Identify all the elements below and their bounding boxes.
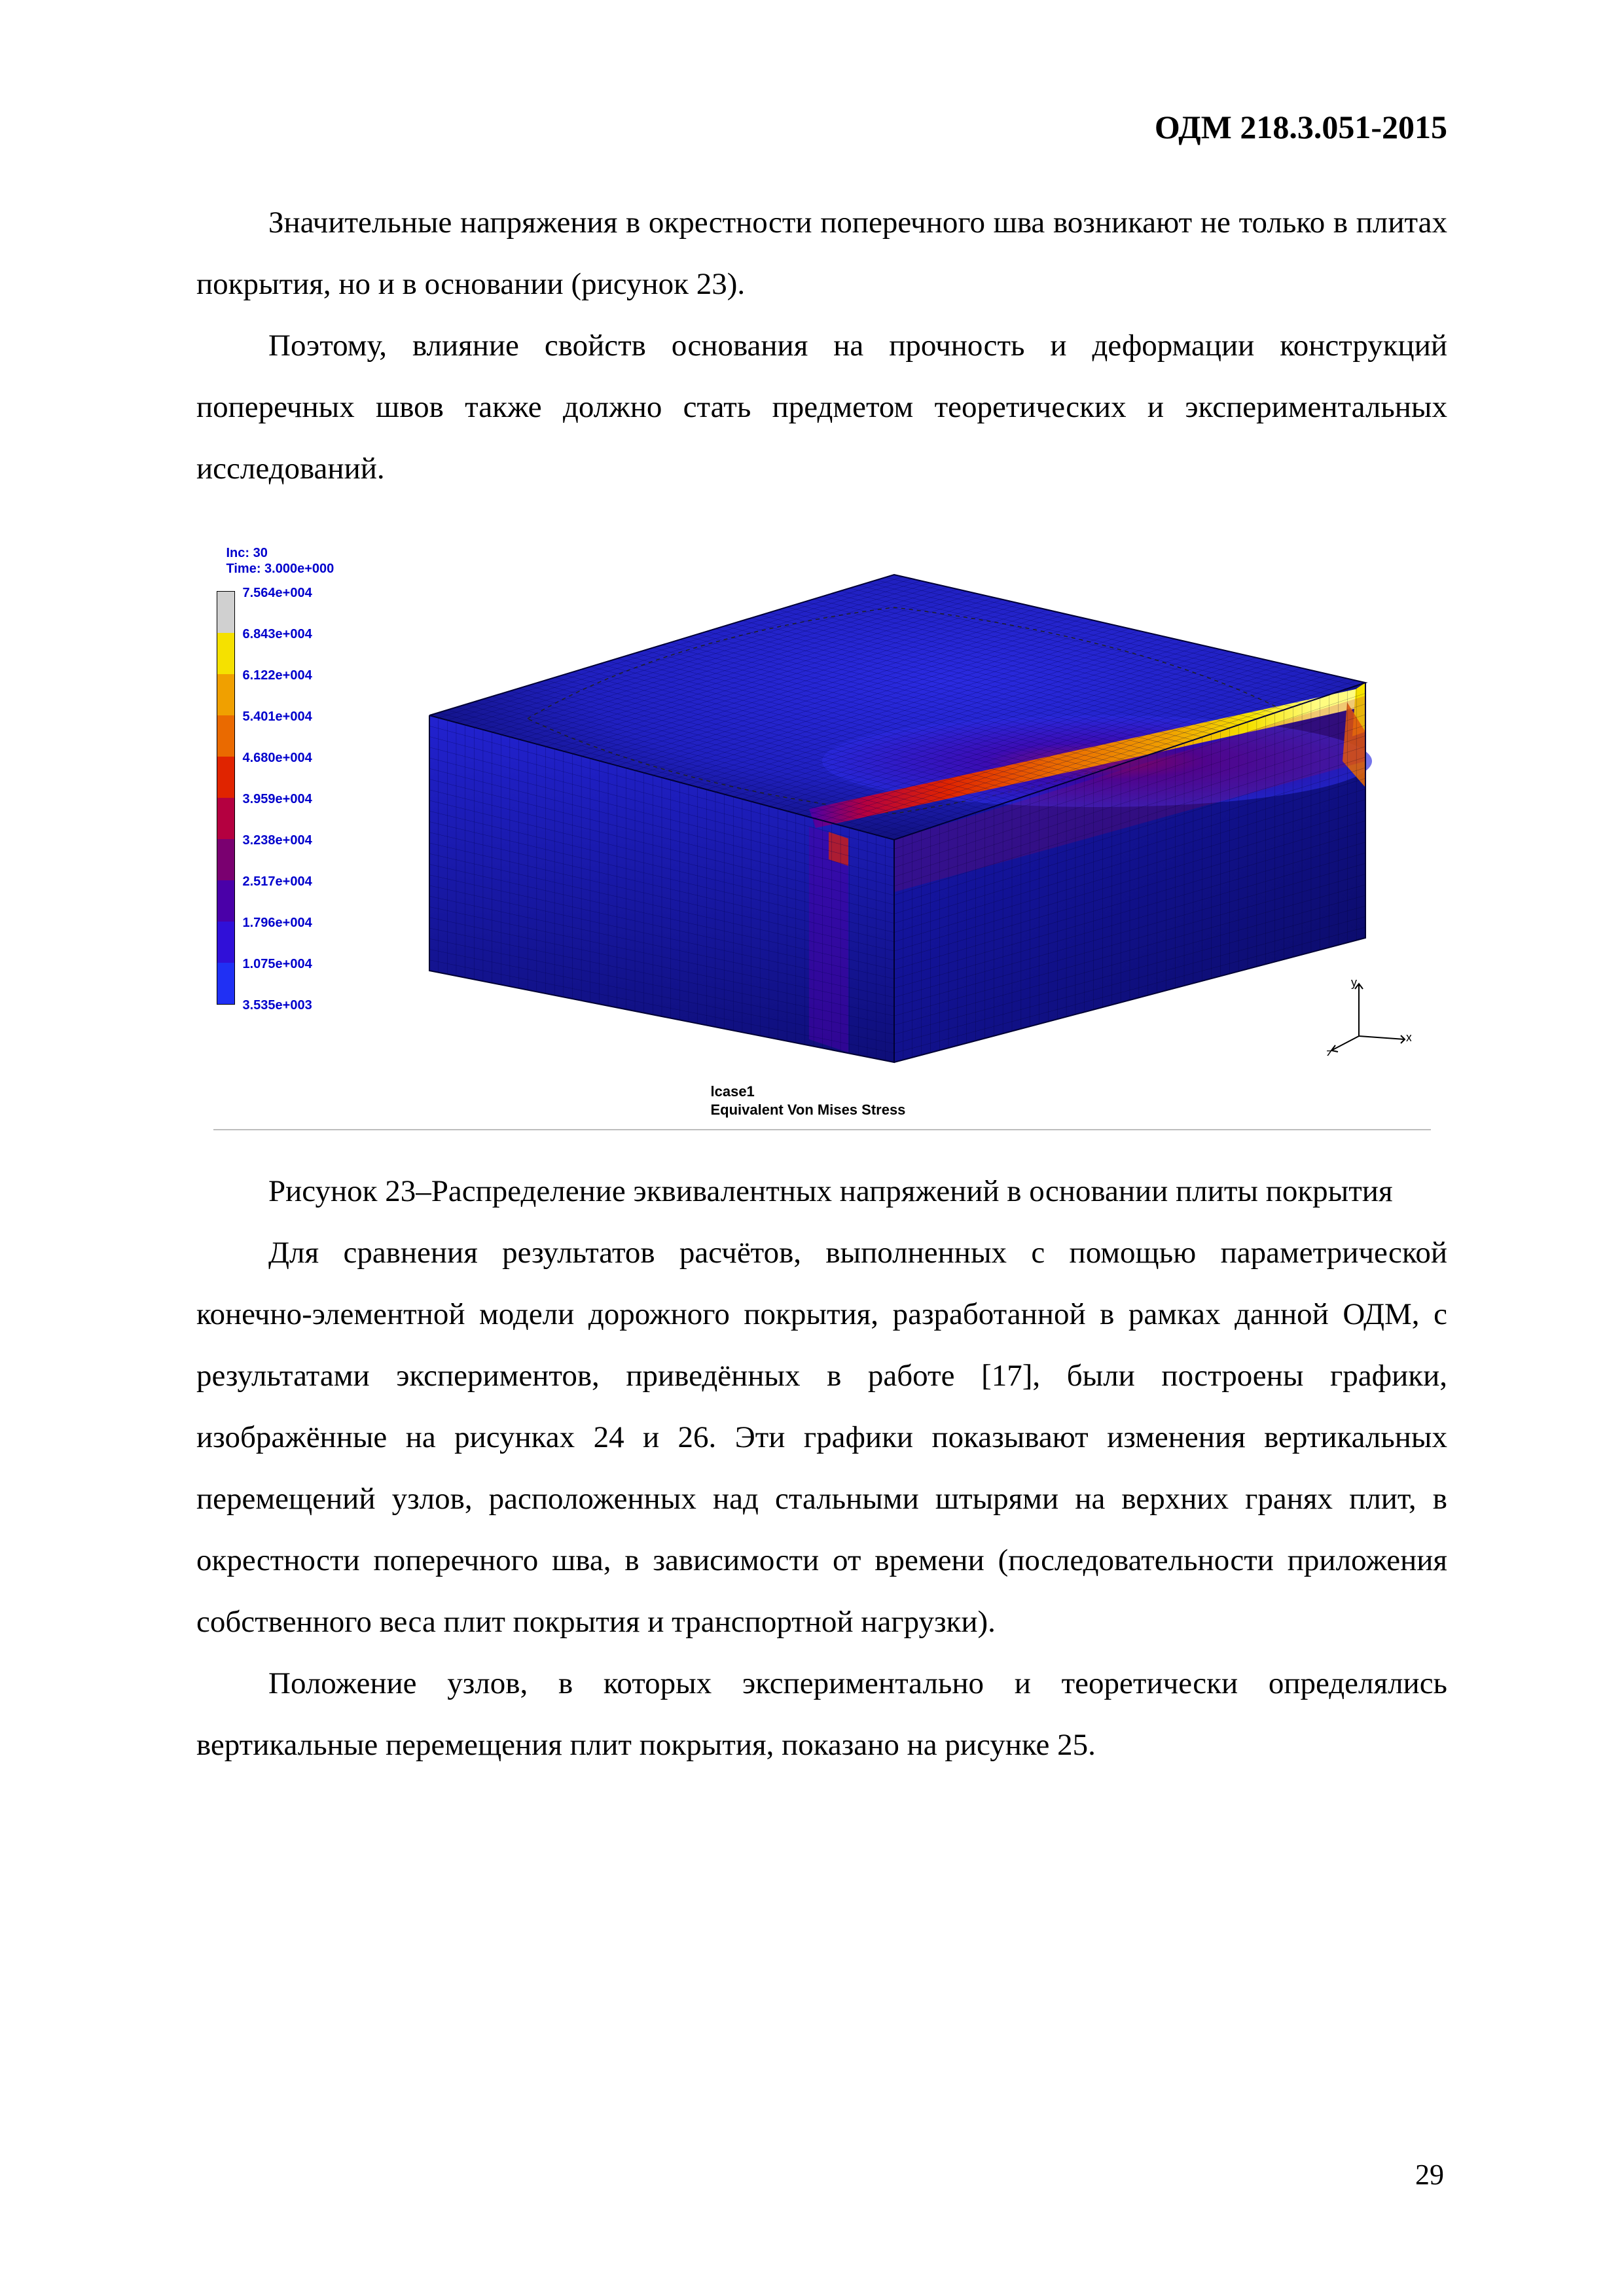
- figure-meta-inc: Inc: 30: [226, 545, 334, 561]
- legend-segment: [217, 880, 234, 922]
- doc-header: ОДМ 218.3.051-2015: [196, 108, 1447, 146]
- figure-rule: [213, 1129, 1431, 1130]
- legend-segment: [217, 839, 234, 880]
- legend-segment: [217, 674, 234, 715]
- legend-segment: [217, 715, 234, 757]
- axis-triad-icon: x y z: [1326, 977, 1411, 1056]
- figure-23: Inc: 30 Time: 3.000e+000 7.564e+0046.843…: [207, 539, 1437, 1134]
- figure-subtitle: Equivalent Von Mises Stress: [711, 1102, 906, 1119]
- legend-label: 4.680e+004: [243, 751, 312, 792]
- legend-segment: [217, 592, 234, 633]
- legend-label: 1.796e+004: [243, 916, 312, 957]
- paragraph-3: Для сравнения результатов расчётов, выпо…: [196, 1222, 1447, 1653]
- axis-y-label: y: [1351, 977, 1357, 989]
- legend-label: 1.075e+004: [243, 957, 312, 998]
- color-legend: 7.564e+0046.843e+0046.122e+0045.401e+004…: [217, 591, 348, 1005]
- axis-z-label: z: [1326, 1047, 1332, 1056]
- paragraph-2: Поэтому, влияние свойств основания на пр…: [196, 315, 1447, 499]
- legend-label: 5.401e+004: [243, 709, 312, 751]
- axis-x-label: x: [1406, 1031, 1411, 1044]
- paragraph-1: Значительные напряжения в окрестности по…: [196, 192, 1447, 315]
- legend-label: 3.959e+004: [243, 792, 312, 833]
- page-number: 29: [1415, 2158, 1444, 2191]
- legend-segment: [217, 757, 234, 798]
- legend-segment: [217, 963, 234, 1004]
- legend-label: 2.517e+004: [243, 874, 312, 916]
- legend-segment: [217, 633, 234, 674]
- legend-label: 6.843e+004: [243, 627, 312, 668]
- legend-label: 6.122e+004: [243, 668, 312, 709]
- figure-23-caption: Рисунок 23–Распределение эквивалентных н…: [196, 1160, 1447, 1222]
- figure-meta-time: Time: 3.000e+000: [226, 561, 334, 577]
- legend-label: 7.564e+004: [243, 586, 312, 627]
- legend-segment: [217, 798, 234, 839]
- figure-meta: Inc: 30 Time: 3.000e+000: [226, 545, 334, 577]
- legend-label: 3.535e+003: [243, 998, 312, 1039]
- legend-label: 3.238e+004: [243, 833, 312, 874]
- fea-3d-view: [390, 565, 1398, 1069]
- legend-segment: [217, 922, 234, 963]
- figure-lcase: lcase1: [711, 1083, 755, 1100]
- paragraph-4: Положение узлов, в которых экспериментал…: [196, 1653, 1447, 1776]
